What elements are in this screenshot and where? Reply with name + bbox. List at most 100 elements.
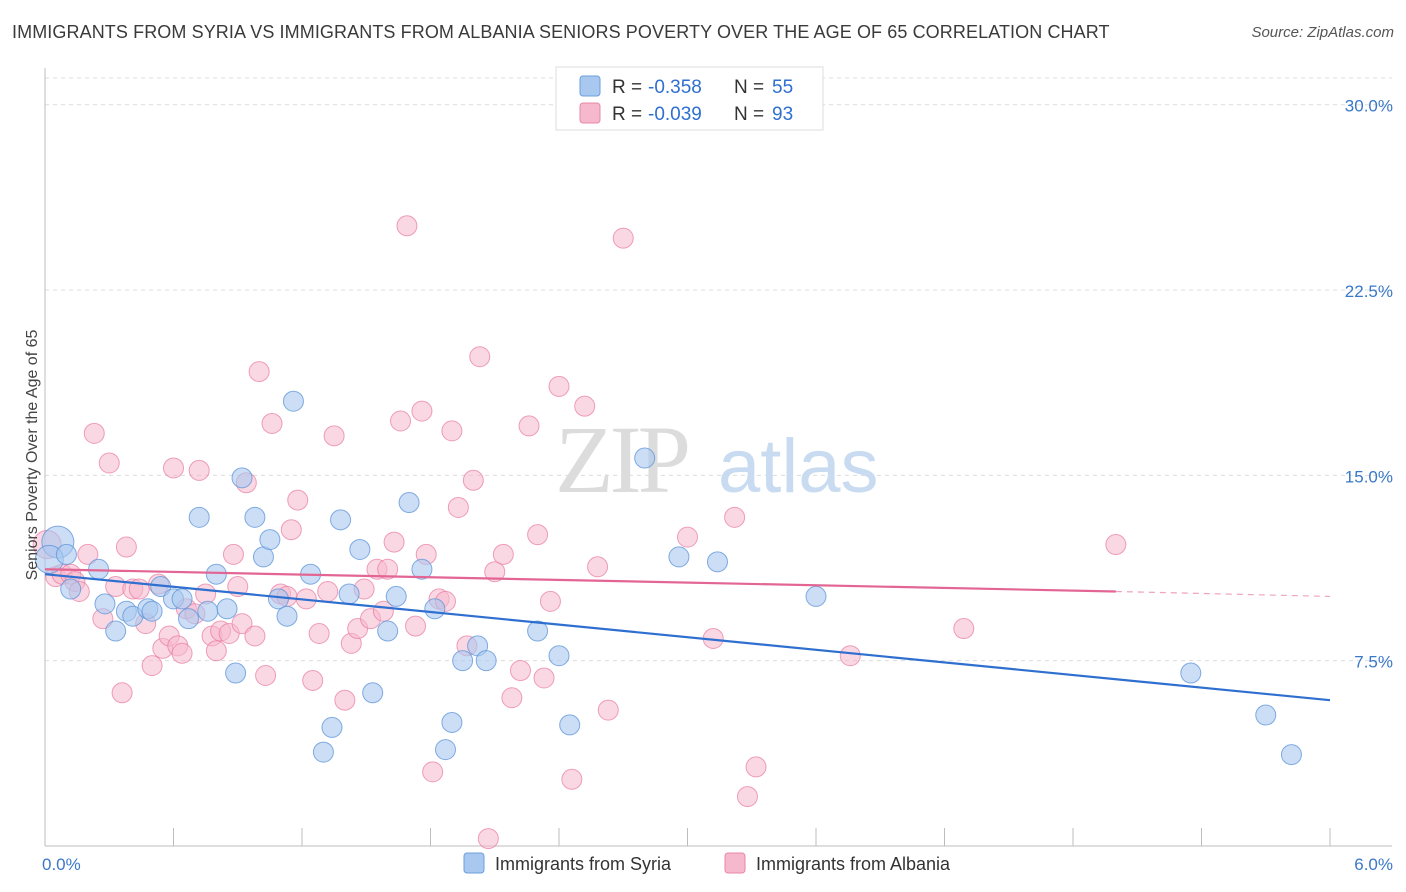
albania-point: [205, 640, 227, 662]
legend-n-value: 55: [772, 77, 793, 98]
albania-point: [83, 422, 105, 444]
albania-point: [745, 756, 767, 778]
syria-point: [411, 558, 433, 580]
watermark: ZIP atlas: [555, 406, 879, 513]
syria-point: [349, 538, 371, 560]
syria-point: [276, 605, 298, 627]
syria-point: [244, 506, 266, 528]
y-tick-label: 30.0%: [1345, 97, 1393, 116]
legend-r-label: R =: [612, 104, 642, 125]
albania-point: [287, 489, 309, 511]
albania-point: [724, 506, 746, 528]
syria-point: [1280, 744, 1302, 766]
syria-point: [805, 585, 827, 607]
syria-point: [330, 509, 352, 531]
syria-point: [706, 551, 728, 573]
syria-point: [548, 645, 570, 667]
albania-point: [115, 536, 137, 558]
albania-point: [518, 415, 540, 437]
legend-r-value: -0.039: [648, 104, 702, 125]
albania-point: [334, 689, 356, 711]
syria-point: [475, 650, 497, 672]
x-tick-label: 0.0%: [42, 855, 81, 874]
syria-point: [338, 583, 360, 605]
albania-point: [422, 761, 444, 783]
syria-point: [527, 620, 549, 642]
albania-point: [411, 400, 433, 422]
albania-point: [255, 665, 277, 687]
syria-point: [259, 529, 281, 551]
albania-point: [377, 558, 399, 580]
albania-point: [141, 655, 163, 677]
syria-point: [398, 492, 420, 514]
syria-point: [362, 682, 384, 704]
syria-point: [452, 650, 474, 672]
legend: R = -0.358 N = 55 R = -0.039 N = 93: [555, 66, 824, 131]
syria-point: [55, 543, 77, 565]
watermark-atlas: atlas: [718, 424, 879, 509]
albania-point: [561, 768, 583, 790]
syria-point: [171, 588, 193, 610]
albania-point: [484, 561, 506, 583]
y-tick-label: 7.5%: [1354, 653, 1393, 672]
albania-point: [469, 346, 491, 368]
syria-point: [385, 585, 407, 607]
syria-point: [377, 620, 399, 642]
legend-n-label: N =: [734, 104, 764, 125]
albania-point: [323, 425, 345, 447]
albania-point: [396, 215, 418, 237]
syria-point: [559, 714, 581, 736]
albania-point: [597, 699, 619, 721]
albania-point: [574, 395, 596, 417]
legend-n-value: 93: [772, 104, 793, 125]
syria-point: [94, 593, 116, 615]
legend-swatch-albania: [579, 102, 601, 124]
x-tick-label: 6.0%: [1354, 855, 1393, 874]
albania-point: [308, 622, 330, 644]
albania-point: [302, 669, 324, 691]
albania-trend-line: [44, 568, 1116, 593]
albania-trend-extension: [1115, 590, 1331, 598]
albania-point: [231, 613, 253, 635]
bottom-legend-swatch-syria: [463, 852, 485, 874]
albania-point: [548, 375, 570, 397]
albania-point: [533, 667, 555, 689]
syria-points: [34, 390, 1302, 766]
albania-point: [539, 590, 561, 612]
syria-point: [1180, 662, 1202, 684]
albania-point: [248, 361, 270, 383]
albania-point: [953, 618, 975, 640]
syria-point: [634, 447, 656, 469]
syria-point: [105, 620, 127, 642]
legend-r-label: R =: [612, 77, 642, 98]
albania-point: [261, 412, 283, 434]
albania-point: [441, 420, 463, 442]
albania-point: [509, 660, 531, 682]
albania-point: [527, 524, 549, 546]
bottom-legend-syria: Immigrants from Syria: [495, 854, 672, 874]
y-axis-label: Seniors Poverty Over the Age of 65: [24, 330, 41, 581]
source-credit: Source: ZipAtlas.com: [1251, 24, 1394, 41]
albania-point: [280, 519, 302, 541]
syria-point: [197, 600, 219, 622]
albania-point: [587, 556, 609, 578]
syria-point: [141, 600, 163, 622]
syria-point: [282, 390, 304, 412]
syria-point: [424, 598, 446, 620]
syria-point: [177, 608, 199, 630]
bottom-legend: Immigrants from Syria Immigrants from Al…: [463, 852, 951, 874]
syria-point: [441, 711, 463, 733]
syria-point: [205, 563, 227, 585]
albania-point: [612, 227, 634, 249]
watermark-zip: ZIP: [555, 406, 688, 513]
albania-point: [677, 526, 698, 548]
y-tick-label: 22.5%: [1345, 282, 1393, 301]
albania-point: [317, 580, 339, 602]
albania-points: [32, 215, 1127, 850]
albania-point: [195, 583, 217, 605]
syria-point: [321, 716, 343, 738]
albania-point: [383, 531, 405, 553]
albania-point: [501, 687, 523, 709]
syria-point: [434, 739, 456, 761]
